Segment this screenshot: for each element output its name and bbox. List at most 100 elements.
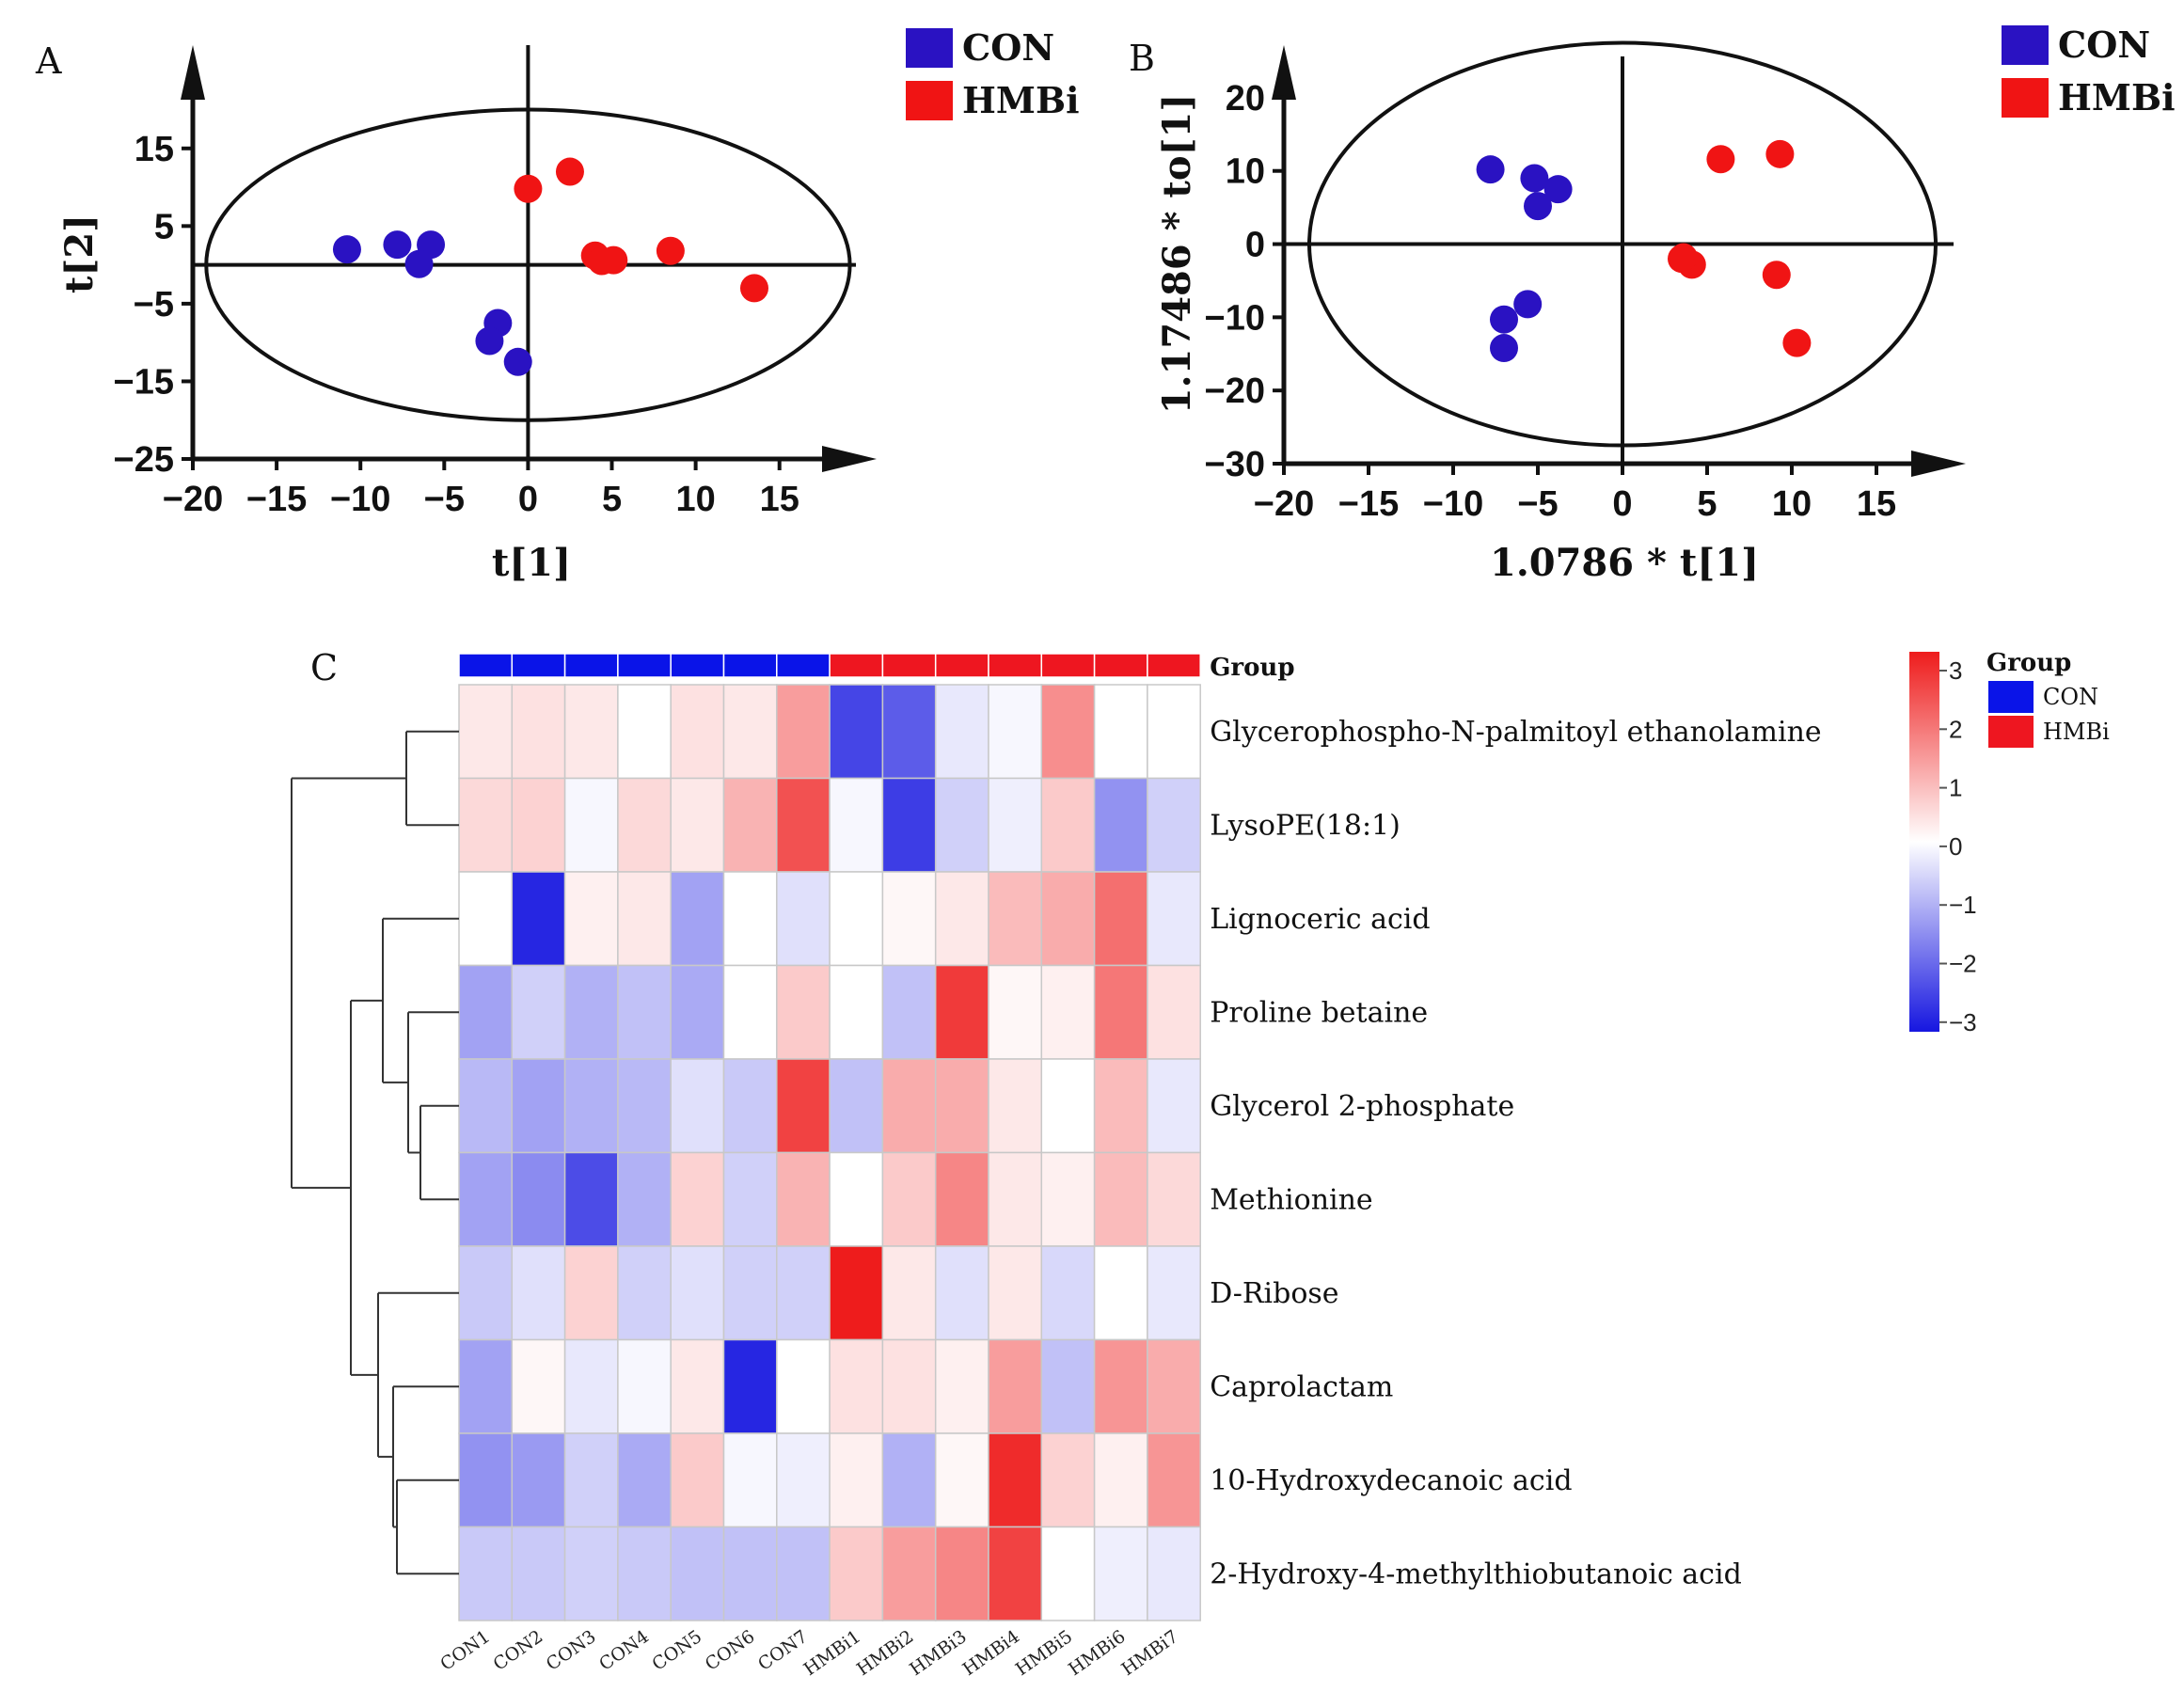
heatmap-cell: [511, 777, 566, 873]
heatmap-cell: [829, 1151, 884, 1247]
data-point-con: [1513, 290, 1543, 319]
heatmap-cell: [829, 777, 884, 873]
x-tick-label: 5: [602, 480, 622, 519]
x-tick-label: 0: [518, 480, 538, 519]
y-tick-label: −15: [114, 362, 174, 402]
heatmap-cell: [1147, 871, 1201, 967]
heatmap-cell: [776, 1338, 831, 1434]
data-point-con: [503, 347, 532, 376]
heatmap-cell: [670, 1245, 725, 1341]
heatmap-cell: [988, 777, 1043, 873]
heatmap-cell: [722, 684, 778, 780]
color-scale-bar: [1909, 652, 1939, 1032]
heatmap-cell: [1093, 1338, 1148, 1434]
heatmap-cell: [722, 1245, 778, 1341]
heatmap-cell: [563, 1526, 619, 1621]
heatmap-cell: [1147, 684, 1201, 780]
heatmap-cell: [1093, 964, 1148, 1060]
heatmap-cell: [617, 777, 672, 873]
heatmap-cell: [776, 964, 831, 1060]
y-axis-arrow: [1272, 45, 1296, 100]
heatmap-cell: [988, 1432, 1043, 1528]
panel-label: C: [310, 647, 338, 688]
group-legend-label-con: CON: [2043, 684, 2098, 710]
row-label: 2-Hydroxy-4-methylthiobutanoic acid: [1210, 1558, 1742, 1590]
heatmap-cell: [829, 1432, 884, 1528]
heatmap-cell: [722, 964, 778, 1060]
column-label: CON5: [648, 1626, 705, 1675]
x-tick-label: −20: [163, 480, 223, 519]
legend-label-con: CON: [2058, 24, 2150, 66]
column-label: HMBi4: [959, 1626, 1023, 1680]
heatmap-cell: [617, 1058, 672, 1154]
heatmap-cell: [1040, 964, 1096, 1060]
group-annotation-cell: [934, 653, 989, 678]
heatmap-cell: [458, 1432, 514, 1528]
heatmap-cell: [617, 1432, 672, 1528]
group-annotation-cell: [563, 653, 619, 678]
heatmap-cell: [776, 1151, 831, 1247]
heatmap-cell: [563, 1058, 619, 1154]
heatmap-cell: [829, 684, 884, 780]
row-label: Glycerophospho-N-palmitoyl ethanolamine: [1210, 716, 1821, 749]
x-tick-label: −15: [1338, 484, 1399, 524]
heatmap-cell: [1093, 684, 1148, 780]
x-tick-label: −5: [424, 480, 465, 519]
heatmap-cell: [1147, 1245, 1201, 1341]
heatmap-cell: [776, 777, 831, 873]
heatmap-cell: [722, 871, 778, 967]
group-annotation-cell: [881, 653, 937, 678]
heatmap-cell: [829, 1338, 884, 1434]
heatmap-cell: [458, 1058, 514, 1154]
y-tick-label: 15: [135, 130, 174, 169]
data-point-hmbi: [656, 236, 685, 265]
heatmap-cell: [617, 1151, 672, 1247]
data-point-hmbi: [1706, 145, 1735, 174]
heatmap-cell: [670, 1058, 725, 1154]
heatmap-cell: [458, 1151, 514, 1247]
row-label: 10-Hydroxydecanoic acid: [1210, 1464, 1572, 1497]
heatmap-cell: [563, 684, 619, 780]
heatmap-cell: [1147, 964, 1201, 1060]
data-point-con: [404, 249, 434, 278]
row-label: LysoPE(18:1): [1210, 809, 1401, 842]
data-point-con: [1520, 164, 1549, 193]
heatmap-cell: [881, 1245, 937, 1341]
heatmap-cell: [934, 1245, 989, 1341]
data-point-hmbi: [1669, 243, 1698, 272]
color-scale-label: −2: [1949, 950, 1977, 978]
heatmap-cell: [458, 964, 514, 1060]
heatmap-cell: [670, 964, 725, 1060]
heatmap-cell: [829, 1245, 884, 1341]
group-annotation-cell: [670, 653, 725, 678]
data-point-hmbi: [599, 245, 628, 275]
group-annotation-cell: [458, 653, 514, 678]
heatmap-cell: [1093, 1432, 1148, 1528]
data-point-con: [1524, 192, 1552, 221]
heatmap-cell: [617, 964, 672, 1060]
y-tick-label: −20: [1205, 372, 1265, 411]
heatmap-cell: [776, 1058, 831, 1154]
heatmap-cell: [511, 1058, 566, 1154]
group-legend-swatch-con: [1988, 681, 2034, 713]
panel-label: A: [35, 40, 62, 82]
data-point-con: [1490, 334, 1518, 363]
column-label: CON1: [436, 1626, 494, 1675]
panel-c: C Group Glycerophospho-N-palmitoyl ethanol…: [291, 647, 2110, 1680]
column-label: HMBi5: [1012, 1626, 1076, 1680]
group-annotation-cell: [1040, 653, 1096, 678]
heatmap-cell: [563, 871, 619, 967]
x-tick-label: 10: [675, 480, 715, 519]
heatmap-cell: [458, 1526, 514, 1621]
heatmap-cell: [829, 871, 884, 967]
y-axis-arrow: [181, 45, 205, 100]
heatmap-cell: [722, 1338, 778, 1434]
data-point-con: [1490, 305, 1518, 334]
heatmap-cell: [1093, 1151, 1148, 1247]
column-label: CON2: [490, 1626, 547, 1675]
legend-label-hmbi: HMBi: [962, 79, 1080, 121]
heatmap-cell: [1040, 1526, 1096, 1621]
heatmap-cell: [934, 1058, 989, 1154]
heatmap-cell: [458, 777, 514, 873]
heatmap-cell: [458, 1245, 514, 1341]
